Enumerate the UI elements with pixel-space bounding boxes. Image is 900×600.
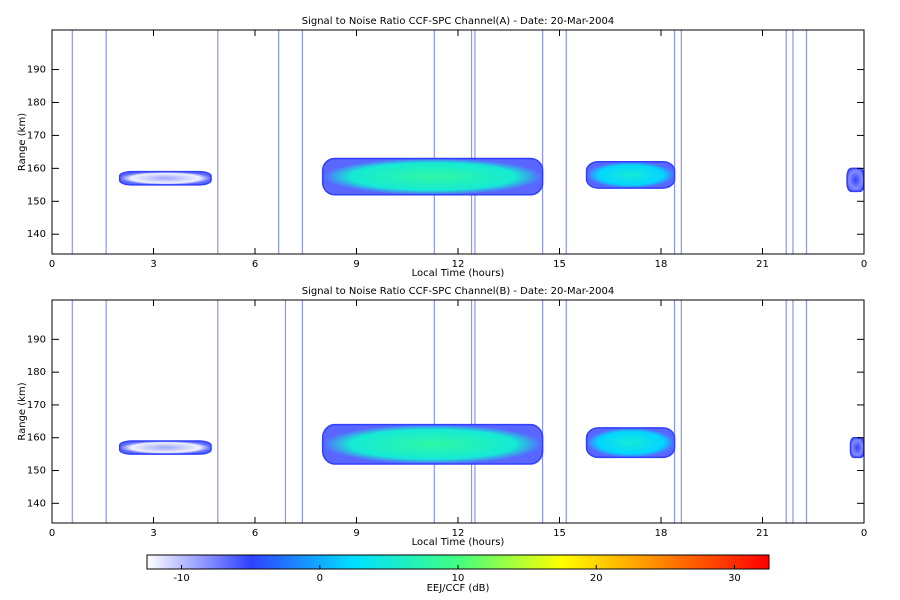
- plot-frame: [51, 29, 865, 255]
- x-axis-label: Local Time (hours): [412, 268, 505, 279]
- y-tick-label: 170: [27, 130, 46, 141]
- x-tick-label: 18: [655, 528, 668, 539]
- x-tick-label: 0: [49, 259, 55, 270]
- colorbar-tick-label: 20: [590, 573, 603, 584]
- colorbar-label: EEJ/CCF (dB): [427, 583, 490, 594]
- chart-title: Signal to Noise Ratio CCF-SPC Channel(B)…: [302, 286, 615, 297]
- x-tick-label: 9: [353, 528, 359, 539]
- y-axis-label: Range (km): [17, 113, 28, 171]
- plot-area: [71, 30, 864, 254]
- x-tick-label: 12: [452, 259, 465, 270]
- x-tick-label: 0: [49, 528, 55, 539]
- echo: [118, 170, 212, 186]
- plot-area: [71, 300, 864, 523]
- x-tick-label: 0: [861, 259, 867, 270]
- y-tick-label: 190: [27, 334, 46, 345]
- x-tick-label: 15: [553, 259, 566, 270]
- x-tick-label: 21: [756, 259, 769, 270]
- x-tick-label: 6: [252, 528, 258, 539]
- colorbar-tick-label: 30: [728, 573, 741, 584]
- chart-title: Signal to Noise Ratio CCF-SPC Channel(A)…: [302, 16, 614, 27]
- colorbar-tick-label: 10: [452, 573, 465, 584]
- echo: [321, 423, 544, 465]
- x-tick-label: 6: [252, 259, 258, 270]
- y-tick-label: 150: [27, 196, 46, 207]
- plot-frame: [51, 299, 865, 524]
- x-tick-label: 21: [756, 528, 769, 539]
- x-tick-label: 18: [655, 259, 668, 270]
- y-tick-label: 160: [27, 433, 46, 444]
- x-axis-label: Local Time (hours): [412, 537, 505, 548]
- colorbar-tick-label: -10: [173, 573, 189, 584]
- colorbar-tick-label: 0: [317, 573, 323, 584]
- y-axis-label: Range (km): [17, 382, 28, 440]
- echo: [585, 161, 676, 189]
- x-tick-label: 3: [150, 259, 156, 270]
- y-tick-label: 160: [27, 163, 46, 174]
- y-tick-label: 190: [27, 65, 46, 76]
- y-tick-label: 140: [27, 498, 46, 509]
- x-tick-label: 12: [452, 528, 465, 539]
- x-tick-label: 3: [150, 528, 156, 539]
- y-tick-label: 140: [27, 229, 46, 240]
- x-tick-label: 15: [553, 528, 566, 539]
- echo: [849, 436, 864, 459]
- y-tick-label: 180: [27, 97, 46, 108]
- echo: [118, 440, 212, 455]
- x-tick-label: 0: [861, 528, 867, 539]
- echo: [846, 167, 864, 193]
- echo: [321, 157, 544, 196]
- y-tick-label: 150: [27, 466, 46, 477]
- y-tick-label: 170: [27, 400, 46, 411]
- x-tick-label: 9: [353, 259, 359, 270]
- echo: [585, 427, 676, 459]
- y-tick-label: 180: [27, 367, 46, 378]
